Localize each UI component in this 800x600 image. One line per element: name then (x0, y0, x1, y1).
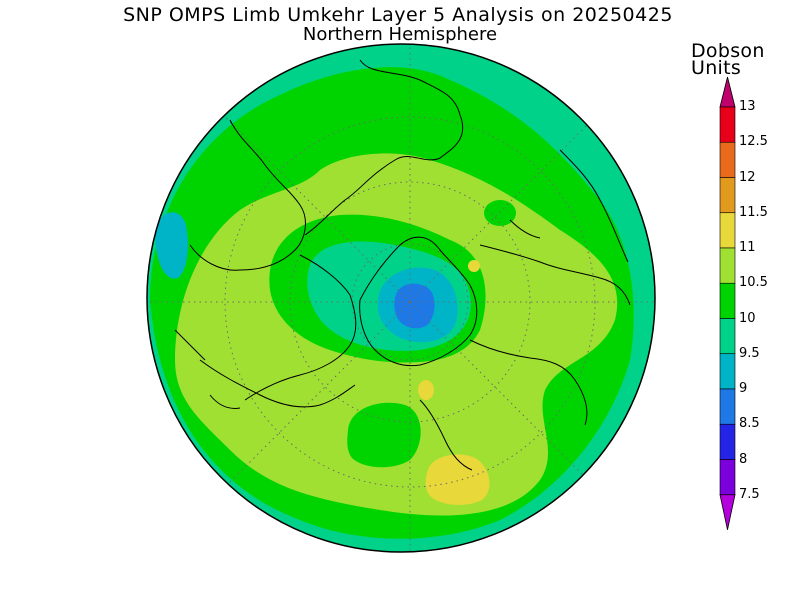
colorbar-segment (719, 388, 736, 425)
field-11-blob-south (425, 454, 490, 505)
colorbar-tick-label: 11 (739, 240, 756, 255)
colorbar-segment (719, 106, 736, 143)
colorbar-tick-label: 11.5 (739, 204, 768, 220)
colorbar-segment (719, 247, 736, 284)
colorbar-tick-label: 12 (739, 169, 756, 185)
colorbar-unit-line2: Units (691, 57, 742, 79)
colorbar-tick-label: 12.5 (739, 134, 768, 150)
colorbar-tick-label: 9 (739, 381, 748, 396)
field-9-west-patch (155, 212, 188, 279)
chart-subtitle: Northern Hemisphere (302, 24, 498, 45)
colorbar-segment (719, 353, 736, 390)
colorbar-tick-label: 9.5 (739, 345, 760, 361)
colorbar-tick-label: 8 (739, 451, 748, 467)
colorbar-top-arrow (719, 76, 736, 108)
ozone-field (147, 44, 655, 552)
map-boundary (146, 43, 656, 553)
colorbar-unit-line1: Dobson (691, 40, 765, 62)
colorbar-tick-label: 13 (739, 99, 756, 114)
colorbar-segment (719, 212, 736, 249)
field-11-blob-small (418, 380, 434, 400)
field-11-blob-tiny (468, 260, 480, 272)
colorbar-bottom-arrow (719, 494, 736, 530)
colorbar-segment (719, 423, 736, 460)
colorbar-segment (719, 177, 736, 214)
colorbar-tick-label: 10 (739, 310, 756, 326)
colorbar-segment (719, 141, 736, 178)
chart-title: SNP OMPS Limb Umkehr Layer 5 Analysis on… (123, 4, 673, 26)
colorbar-tick-label: 7.5 (739, 486, 760, 502)
colorbar-tick-label: 10.5 (739, 275, 768, 291)
colorbar-segment (719, 318, 736, 355)
colorbar-tick-label: 8.5 (739, 416, 760, 432)
field-10-blob-south (347, 402, 421, 468)
colorbar-segment (719, 459, 736, 496)
colorbar-segment (719, 282, 736, 319)
coastlines (174, 59, 631, 471)
